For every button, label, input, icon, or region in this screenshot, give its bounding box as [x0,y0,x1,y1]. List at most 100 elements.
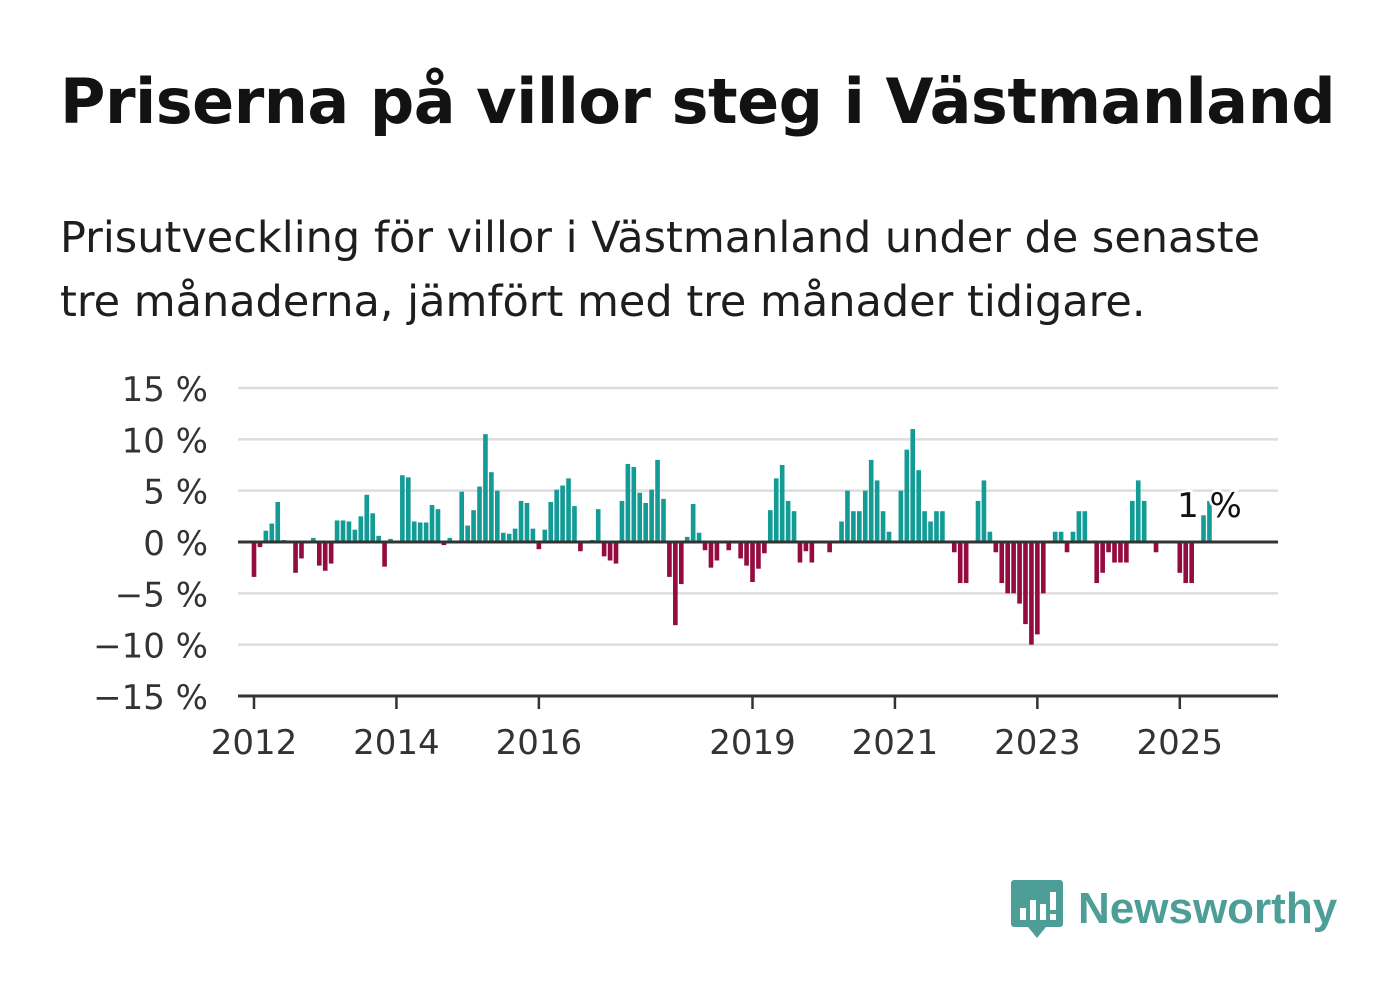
bar-2023-08 [1076,511,1082,542]
bar-2022-04 [981,480,987,542]
bar-2017-05 [631,467,637,542]
y-tick-label: −10 % [93,627,208,667]
bar-2019-04 [767,510,773,542]
bar-2019-11 [809,542,815,563]
bar-2023-01 [1035,542,1040,635]
bar-2017-02 [613,542,619,564]
grid-lines [238,386,1278,646]
bar-2022-01 [963,542,969,584]
bar-2013-02 [328,542,334,564]
x-tick-label: 2016 [496,723,583,763]
bar-2024-02 [1112,542,1117,563]
bar-2025-05 [1201,515,1206,542]
bar-2021-09 [940,511,945,542]
bar-2015-08 [506,533,512,542]
bar-2017-01 [607,542,613,561]
bar-2025-02 [1183,542,1189,584]
bar-2017-09 [655,459,660,542]
bar-2021-12 [957,542,963,584]
bar-2019-01 [750,542,755,583]
bar-2019-06 [779,465,785,542]
bar-2015-07 [500,532,506,542]
bar-2012-11 [311,537,316,542]
bar-2021-02 [898,490,904,542]
bar-2012-08 [293,542,298,573]
bar-2017-10 [661,498,666,542]
bar-2020-06 [851,511,856,542]
x-tick-label: 2012 [211,723,298,763]
bar-2018-05 [702,542,708,551]
annotations: 1 % [1175,484,1245,529]
bar-2024-06 [1135,480,1141,542]
bar-2022-08 [1005,542,1010,594]
bar-2020-02 [827,542,832,553]
bar-2021-11 [951,542,957,553]
bars [251,429,1212,645]
bar-2014-09 [441,542,447,546]
bar-2023-09 [1082,511,1088,542]
page-title: Priserna på villor steg i Västmanland [60,65,1336,138]
bar-2022-07 [999,542,1005,584]
annotation-label: 1 % [1177,486,1242,526]
x-tick-label: 2023 [994,723,1081,763]
bar-2023-02 [1040,542,1046,594]
bar-2016-01 [536,542,542,550]
bar-2016-05 [560,485,565,542]
bar-2013-06 [352,529,358,542]
bar-2023-12 [1100,542,1105,573]
bar-2017-06 [637,492,643,542]
bar-2024-05 [1130,500,1135,542]
bar-2018-06 [708,542,714,568]
bar-2024-01 [1106,542,1111,553]
bar-2013-05 [346,521,352,542]
bar-2019-09 [797,542,803,563]
bar-2023-04 [1052,531,1058,542]
bar-2013-08 [364,494,370,542]
bar-2022-05 [987,531,993,542]
bar-2015-11 [524,502,530,542]
bar-2013-12 [388,538,393,542]
bar-2019-07 [785,500,791,542]
bar-2020-09 [868,459,874,542]
bar-2025-06 [1207,500,1212,542]
bar-2018-04 [696,532,702,542]
bar-2019-05 [773,478,779,542]
bar-2022-09 [1011,542,1016,594]
bar-2012-03 [263,530,269,542]
bar-2013-03 [334,520,340,542]
x-tick-label: 2019 [709,723,796,763]
x-tick-labels: 2012 2014 2016 2019 2021 2023 2025 [211,723,1223,763]
y-tick-label: −5 % [115,575,208,615]
bar-2022-12 [1029,542,1034,645]
bar-2017-12 [673,542,678,626]
bar-2017-11 [667,542,672,577]
newsworthy-logo-icon [1011,880,1063,938]
bar-2025-03 [1189,542,1194,584]
bar-2019-10 [803,542,809,552]
bar-2012-02 [257,542,263,548]
bar-2022-10 [1017,542,1022,604]
bar-2014-04 [411,521,417,542]
bar-2023-05 [1058,531,1064,542]
bar-2017-04 [625,463,631,542]
bar-2021-06 [922,511,927,542]
bar-2018-09 [726,542,732,551]
bar-2021-03 [904,449,910,542]
bar-2014-07 [429,505,435,542]
bar-2023-07 [1070,531,1076,542]
bar-2017-08 [649,489,654,542]
bar-2015-03 [477,486,482,542]
y-tick-label: 15 % [122,370,208,410]
bar-2016-02 [542,529,548,542]
bar-2023-11 [1094,542,1100,584]
bar-2016-07 [572,506,577,542]
bar-2021-05 [916,470,921,542]
bar-2014-10 [447,537,453,542]
bar-2015-02 [471,510,476,542]
y-tick-label: 10 % [122,421,208,461]
bar-2020-11 [880,511,886,542]
bar-2019-02 [756,542,761,569]
bar-2019-03 [762,542,767,554]
y-tick-label: −15 % [93,678,208,718]
bar-2024-09 [1153,542,1159,553]
